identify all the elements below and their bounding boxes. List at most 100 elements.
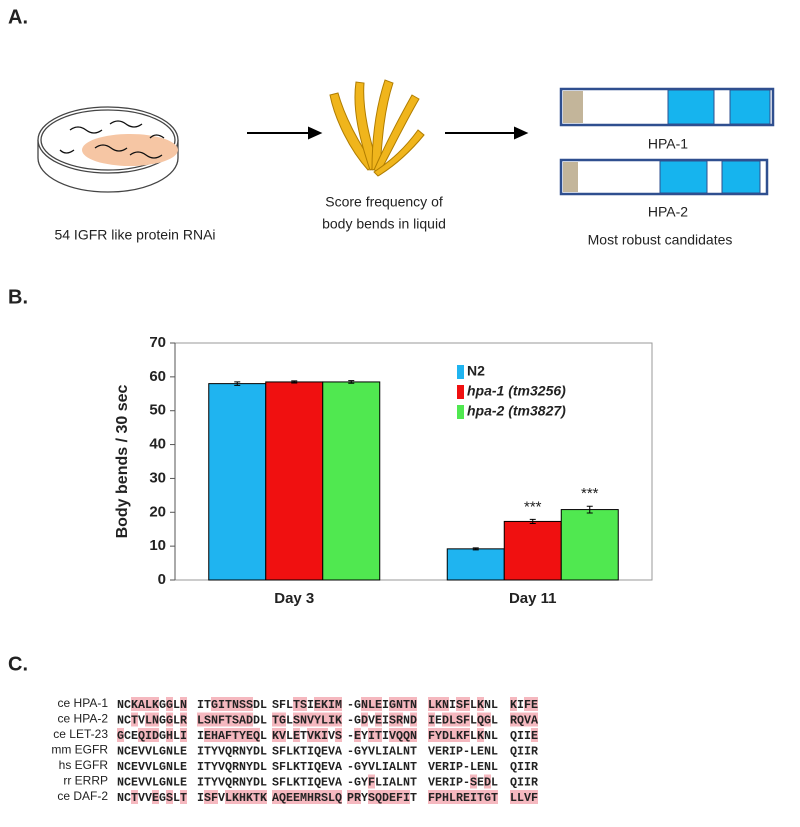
highlight (180, 790, 187, 804)
highlight (517, 712, 524, 727)
sequence-block: SFLKTIQEVA (272, 760, 342, 774)
highlight (442, 728, 449, 742)
sequence-block: ITYVQRNYDL (197, 745, 267, 759)
highlight (524, 790, 531, 804)
highlight (449, 712, 456, 727)
sequence-name: ce DAF-2 (57, 789, 108, 803)
highlight (410, 697, 417, 711)
error-bar (234, 381, 241, 386)
highlight (470, 790, 477, 804)
sequence-block: SFLKTIQEVA (272, 776, 342, 790)
highlight (300, 697, 307, 711)
highlight (335, 697, 342, 711)
sequence-block: PRYSQDEFIT (347, 791, 417, 805)
highlight (389, 712, 396, 727)
highlight (152, 728, 159, 742)
highlight (517, 790, 524, 804)
sequence-block: AQEEMHRSLQ (272, 791, 342, 805)
sequence-name: ce HPA-2 (58, 712, 109, 726)
alignment: ce HPA-1 NCKALKGGLN ITGITNSSDL SFLTSIEKIM -G… (51, 696, 538, 805)
highlight (204, 790, 211, 804)
highlight (232, 728, 239, 742)
annotation: *** (524, 498, 542, 515)
sequence-block: ITYVQRNYDL (197, 776, 267, 790)
highlight (335, 790, 342, 804)
highlight (456, 712, 463, 727)
highlight (328, 697, 335, 711)
legend-label: hpa-2 (tm3827) (467, 403, 566, 419)
highlight (410, 728, 417, 742)
highlight (321, 790, 328, 804)
highlight (239, 790, 246, 804)
y-tick-label: 20 (149, 503, 166, 520)
panel-label: B. (8, 286, 28, 308)
highlight (531, 728, 538, 742)
highlight (232, 790, 239, 804)
highlight (368, 697, 375, 711)
legend-swatch (457, 365, 464, 379)
highlight (211, 728, 218, 742)
highlight (463, 697, 470, 711)
highlight (396, 728, 403, 742)
legend-swatch (457, 405, 464, 419)
y-tick-label: 40 (149, 436, 166, 453)
highlight (152, 697, 159, 711)
highlight (272, 712, 279, 727)
highlight (403, 790, 410, 804)
caption: Most robust candidates (588, 232, 733, 248)
highlight (428, 790, 435, 804)
y-tick-label: 10 (149, 537, 166, 554)
step-text: Score frequency of (325, 194, 443, 210)
sequence-block: VERIP-LENL (428, 745, 498, 759)
highlight (211, 790, 218, 804)
highlight (225, 712, 232, 727)
legend-label: hpa-1 (tm3256) (467, 383, 566, 399)
highlight (246, 697, 253, 711)
y-axis-label: Body bends / 30 sec (114, 384, 131, 538)
highlight (428, 712, 435, 727)
sequence-block: FPHLREITGT (428, 791, 498, 805)
sequence-block: LKNISFLKNL (428, 698, 498, 712)
highlight (314, 697, 321, 711)
highlight (131, 697, 138, 711)
highlight (232, 697, 239, 711)
sequence-block: QIIR (510, 745, 538, 759)
petri-dish (37, 106, 179, 193)
sequence-block: QIIE (510, 729, 538, 743)
highlight (314, 712, 321, 727)
highlight (300, 790, 307, 804)
highlight (389, 697, 396, 711)
highlight (211, 712, 218, 727)
sequence-name: rr ERRP (63, 774, 108, 788)
highlight (347, 790, 354, 804)
highlight (204, 712, 211, 727)
sequence-name: mm EGFR (51, 743, 108, 757)
highlight (477, 697, 484, 711)
sequence-block: TGLSNVYLIK (272, 714, 342, 728)
sequence-block: SFLKTIQEVA (272, 745, 342, 759)
highlight (389, 728, 396, 742)
x-tick-label: Day 11 (509, 590, 557, 607)
highlight (335, 712, 342, 727)
highlight (491, 790, 498, 804)
highlight (307, 790, 314, 804)
highlight (232, 712, 239, 727)
highlight (396, 790, 403, 804)
highlight (477, 790, 484, 804)
highlight (375, 728, 382, 742)
panel-label: A. (8, 6, 28, 28)
protein-name: HPA-1 (648, 136, 688, 152)
sequence-block: QIIR (510, 776, 538, 790)
sequence-block: -GNLEIGNTN (347, 698, 417, 712)
sequence-block: ISFVLKHKTK (197, 791, 267, 805)
highlight (145, 697, 152, 711)
highlight (531, 790, 538, 804)
highlight (335, 728, 342, 742)
sequence-block: NCEVVLGNLE (117, 760, 187, 774)
highlight (484, 712, 491, 727)
y-tick-label: 70 (149, 334, 166, 351)
highlight (180, 712, 187, 727)
highlight (442, 712, 449, 727)
sequence-block: VERIP-LENL (428, 760, 498, 774)
